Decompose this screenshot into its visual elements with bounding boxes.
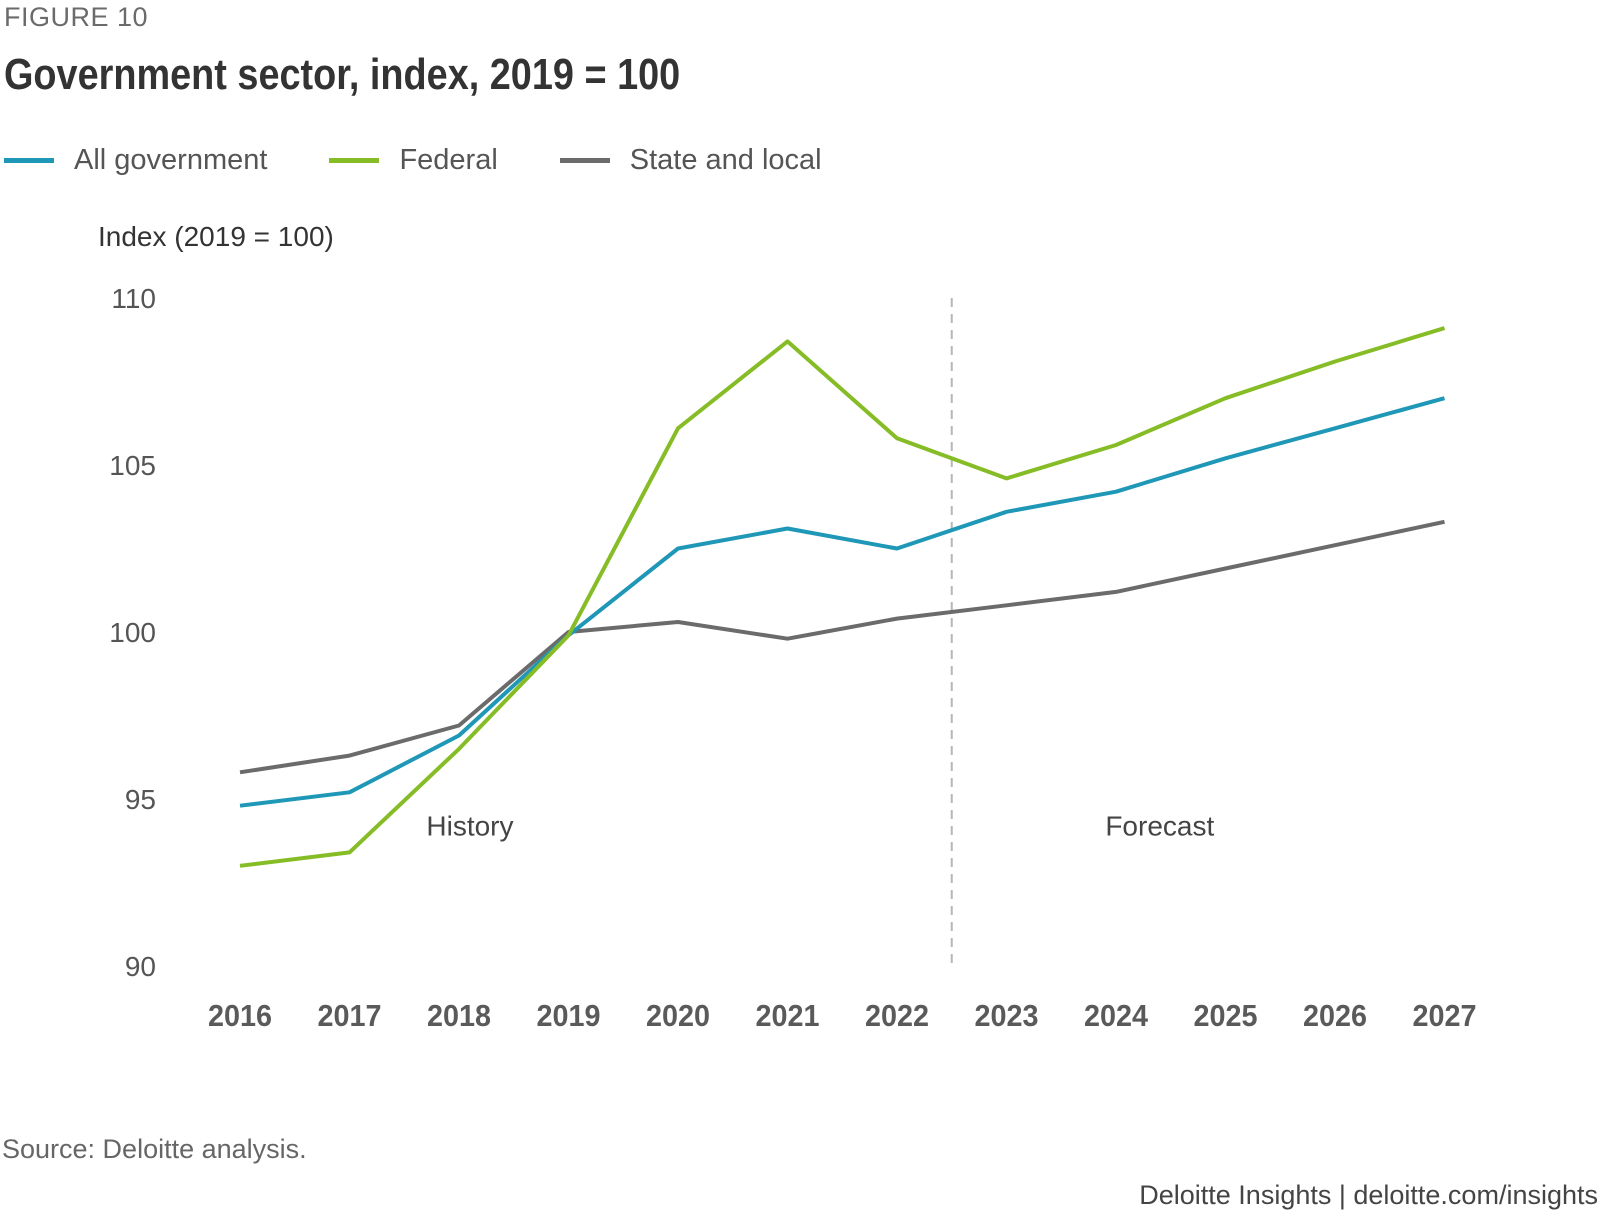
- x-tick-label: 2022: [865, 998, 929, 1033]
- legend-label-all-government: All government: [74, 143, 268, 176]
- x-tick-label: 2025: [1194, 998, 1258, 1033]
- legend-swatch-federal: [329, 157, 380, 163]
- legend-item-all-government: All government: [4, 144, 267, 177]
- x-tick-label: 2016: [208, 998, 272, 1033]
- series-line-state-and-local: [239, 519, 1445, 775]
- x-tick-label: 2024: [1084, 998, 1149, 1033]
- x-tick-label: 2017: [318, 998, 382, 1033]
- y-axis-ticks: 90 95 100 105 110: [109, 283, 156, 982]
- y-tick-label: 95: [125, 784, 156, 815]
- x-tick-label: 2021: [756, 998, 820, 1033]
- figure-label: FIGURE 10: [4, 2, 149, 32]
- source-note: Source: Deloitte analysis.: [2, 1134, 307, 1164]
- footer-brand: Deloitte Insights | deloitte.com/insight…: [1139, 1180, 1598, 1210]
- legend: All government Federal State and local: [4, 140, 884, 180]
- x-tick-label: 2018: [427, 998, 491, 1033]
- y-axis-title: Index (2019 = 100): [98, 221, 334, 252]
- forecast-annotation: Forecast: [1105, 811, 1214, 842]
- legend-item-state-and-local: State and local: [559, 143, 822, 177]
- legend-label-state-and-local: State and local: [629, 143, 822, 176]
- x-tick-label: 2023: [975, 998, 1039, 1033]
- legend-swatch-all-government: [4, 157, 54, 163]
- legend-item-federal: Federal: [329, 143, 498, 177]
- y-tick-label: 110: [111, 283, 156, 314]
- history-annotation: History: [426, 811, 513, 842]
- series-line-federal: [239, 326, 1446, 868]
- y-tick-label: 90: [125, 951, 156, 982]
- series-line-all-government: [239, 396, 1446, 808]
- legend-swatch-state-and-local: [559, 157, 610, 163]
- x-tick-label: 2020: [646, 998, 710, 1033]
- series-lines: [239, 326, 1446, 868]
- legend-label-federal: Federal: [399, 143, 498, 176]
- x-tick-label: 2027: [1413, 998, 1477, 1033]
- x-tick-label: 2026: [1303, 998, 1367, 1033]
- y-tick-label: 100: [109, 617, 156, 648]
- y-tick-label: 105: [109, 450, 156, 481]
- chart-title: Government sector, index, 2019 = 100: [4, 50, 681, 99]
- x-axis-ticks: 2016 2017 2018 2019 2020 2021 2022 2023 2024 2025…: [208, 998, 1477, 1033]
- x-tick-label: 2019: [537, 998, 601, 1033]
